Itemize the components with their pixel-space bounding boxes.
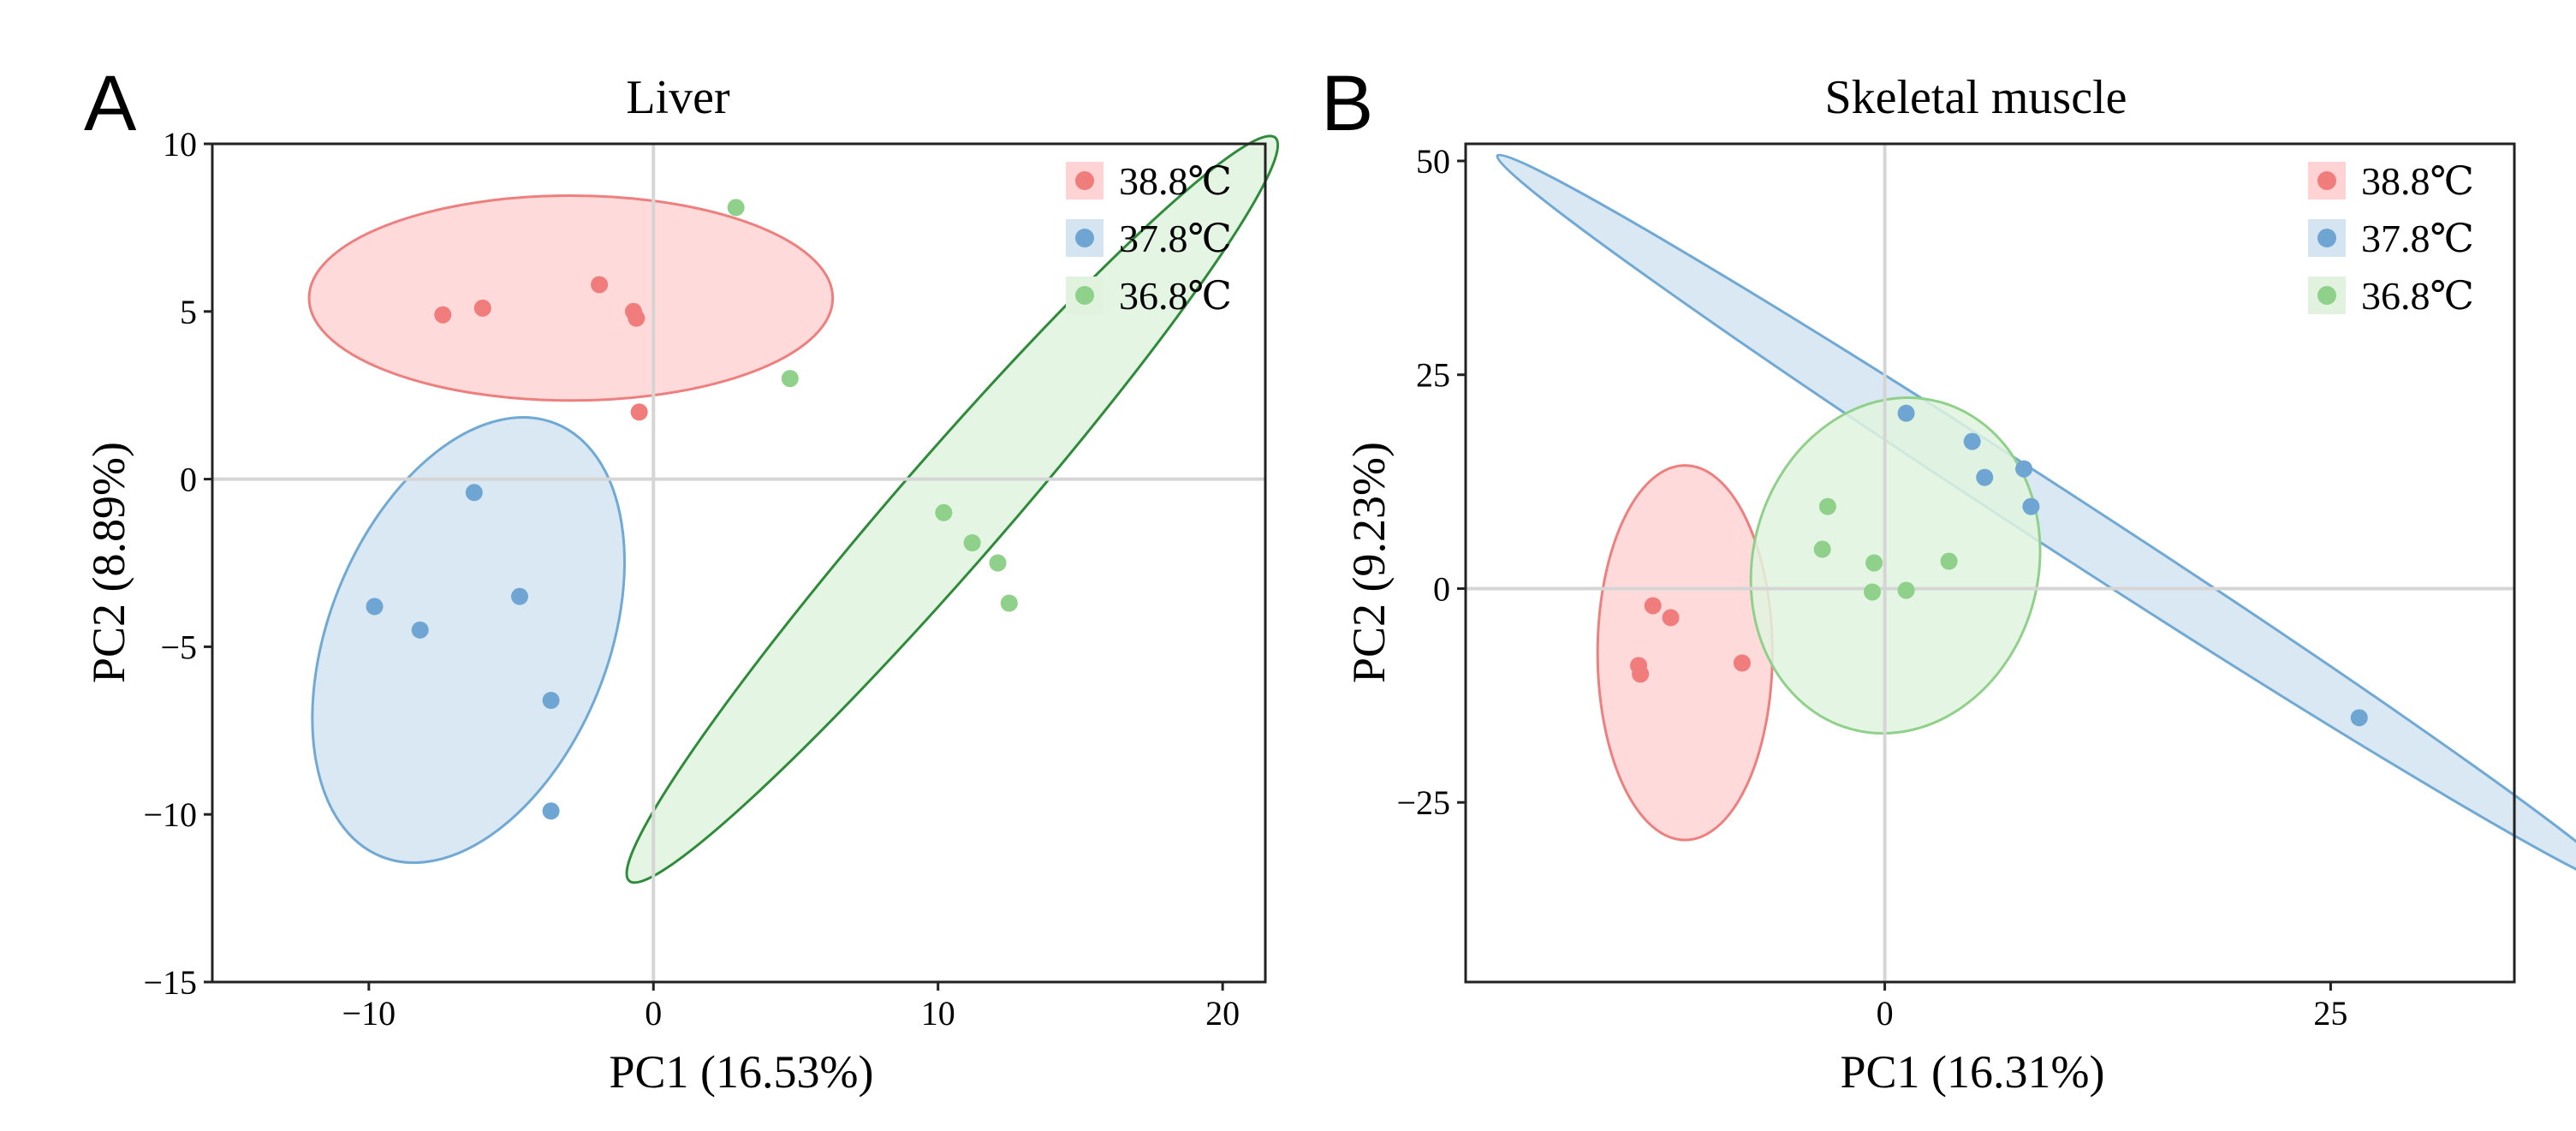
panel-a-legend: 38.8℃ 37.8℃ 36.8℃ [1066, 159, 1232, 318]
legend-b-label-36-8: 36.8℃ [2361, 274, 2474, 318]
panel-b-zero-lines [1466, 144, 2514, 982]
panel-b-point-37-8-4 [2015, 460, 2033, 478]
panel-a-point-38-8-1 [434, 306, 452, 324]
panel-b-point-38-8-4 [1632, 665, 1650, 683]
panel-b-y-tick-label: 25 [1416, 356, 1450, 395]
legend-b-label-37-8: 37.8℃ [2361, 217, 2474, 260]
panel-b-title: Skeletal muscle [1824, 71, 2127, 124]
legend-a-marker-36-8 [1075, 286, 1094, 305]
panel-b-plot-area: 0 25 −25 0 25 50 [1396, 142, 2576, 1033]
panel-a-point-38-8-2 [473, 299, 491, 317]
panel-a-point-36-8-3 [935, 503, 953, 521]
panel-a-points [366, 199, 1018, 820]
panel-a-x-tick-label: 0 [645, 994, 662, 1033]
panel-b-point-38-8-1 [1644, 597, 1662, 615]
panel-b-x-tick-label: 0 [1877, 994, 1894, 1033]
panel-a-y-tick-label: −5 [160, 628, 197, 666]
panel-a-ellipse-38-8 [307, 193, 835, 402]
legend-b-label-38-8: 38.8℃ [2361, 159, 2474, 203]
panel-a-axes: −10 0 10 20 −15 −10 −5 0 5 10 [143, 125, 1267, 1033]
panel-a-point-37-8-5 [542, 692, 560, 710]
panel-a-ellipse-36-8 [625, 134, 1280, 884]
panel-a-point-36-8-2 [781, 370, 799, 388]
panel-a-point-36-8-4 [963, 534, 981, 552]
panel-b-y-axis-label: PC2 (9.23%) [1343, 442, 1395, 683]
legend-a-label-36-8: 36.8℃ [1119, 274, 1232, 318]
panel-b-point-36-8-3 [1865, 554, 1883, 572]
legend-a-label-37-8: 37.8℃ [1119, 217, 1232, 260]
panel-a-point-36-8-5 [989, 554, 1007, 572]
panel-b-legend: 38.8℃ 37.8℃ 36.8℃ [2308, 159, 2474, 318]
panel-b: B Skeletal muscle 0 25 −25 0 25 50 38.8℃ 37.8… [1321, 60, 2576, 1098]
panel-b-point-37-8-5 [2022, 497, 2040, 515]
panel-a-title: Liver [626, 71, 730, 124]
legend-a-label-38-8: 38.8℃ [1119, 159, 1232, 203]
panel-a-y-tick-label: 10 [163, 125, 197, 164]
panel-b-point-37-8-1 [1897, 404, 1915, 422]
panel-b-x-tick-label: 25 [2313, 994, 2347, 1033]
panel-a-y-tick-label: −10 [143, 795, 197, 834]
panel-a-ellipse-37-8 [311, 416, 627, 865]
panel-b-letter: B [1321, 60, 1373, 147]
panel-b-y-tick-label: 50 [1416, 142, 1450, 181]
panel-b-point-36-8-1 [1818, 497, 1836, 515]
panel-a-x-tick-label: −10 [342, 994, 396, 1033]
panel-b-ellipse-36-8 [1749, 396, 2042, 735]
panel-a-y-tick-label: 0 [180, 461, 197, 499]
legend-b-marker-36-8 [2317, 286, 2336, 305]
panel-b-ellipse-38-8 [1596, 464, 1774, 842]
panel-b-point-36-8-5 [1940, 552, 1958, 570]
panel-a-x-axis-label: PC1 (16.53%) [610, 1046, 874, 1098]
panel-a-point-37-8-2 [411, 621, 429, 639]
panel-b-frame [1464, 142, 2516, 984]
panel-b-point-37-8-3 [1976, 468, 1994, 486]
panel-a-zero-lines [212, 144, 1265, 982]
panel-b-point-37-8-2 [1963, 432, 1981, 450]
panel-a-point-38-8-5 [628, 309, 645, 327]
panel-a-point-38-8-3 [591, 276, 609, 294]
panel-a-point-37-8-4 [511, 587, 529, 605]
panel-a-y-axis-label: PC2 (8.89%) [83, 442, 134, 683]
panel-b-points [1630, 404, 2368, 727]
panel-a-frame [211, 142, 1267, 984]
legend-a-marker-37-8 [1075, 229, 1094, 247]
panel-a-point-36-8-1 [727, 199, 745, 217]
panel-b-x-axis-label: PC1 (16.31%) [1841, 1046, 2105, 1098]
panel-a-x-tick-label: 20 [1205, 994, 1240, 1033]
panel-b-y-tick-label: −25 [1396, 783, 1450, 822]
panel-b-point-36-8-6 [1864, 583, 1881, 601]
panel-b-ellipse-37-8 [1496, 153, 2576, 890]
panel-b-point-38-8-2 [1662, 609, 1680, 627]
panel-a-point-37-8-1 [366, 598, 384, 616]
panel-a-letter: A [84, 60, 137, 147]
panel-a-y-tick-label: 5 [180, 293, 197, 331]
legend-a-marker-38-8 [1075, 171, 1094, 190]
panel-a-point-37-8-3 [465, 484, 483, 502]
panel-b-y-tick-label: 0 [1433, 569, 1450, 608]
panel-a-plot-area: −10 0 10 20 −15 −10 −5 0 5 10 [143, 125, 1280, 1033]
panel-a-point-38-8-6 [630, 403, 648, 421]
panel-a-y-tick-label: −15 [143, 963, 197, 1002]
panel-b-ellipses [1496, 153, 2576, 890]
panel-b-point-37-8-6 [2350, 709, 2368, 727]
panel-a-point-37-8-6 [542, 802, 560, 820]
panel-a: A Liver −10 0 10 20 −15 −10 −5 0 5 10 38.8℃ 37.8℃… [83, 60, 1280, 1098]
legend-b-marker-38-8 [2317, 171, 2336, 190]
legend-b-marker-37-8 [2317, 229, 2336, 247]
panel-b-point-36-8-4 [1897, 581, 1915, 599]
panel-a-x-tick-label: 10 [921, 994, 955, 1033]
panel-a-ellipses [307, 134, 1280, 884]
panel-b-axes: 0 25 −25 0 25 50 [1396, 142, 2516, 1033]
panel-a-point-36-8-6 [1000, 594, 1018, 612]
panel-b-point-38-8-5 [1733, 654, 1751, 672]
panel-b-point-36-8-2 [1813, 540, 1831, 558]
